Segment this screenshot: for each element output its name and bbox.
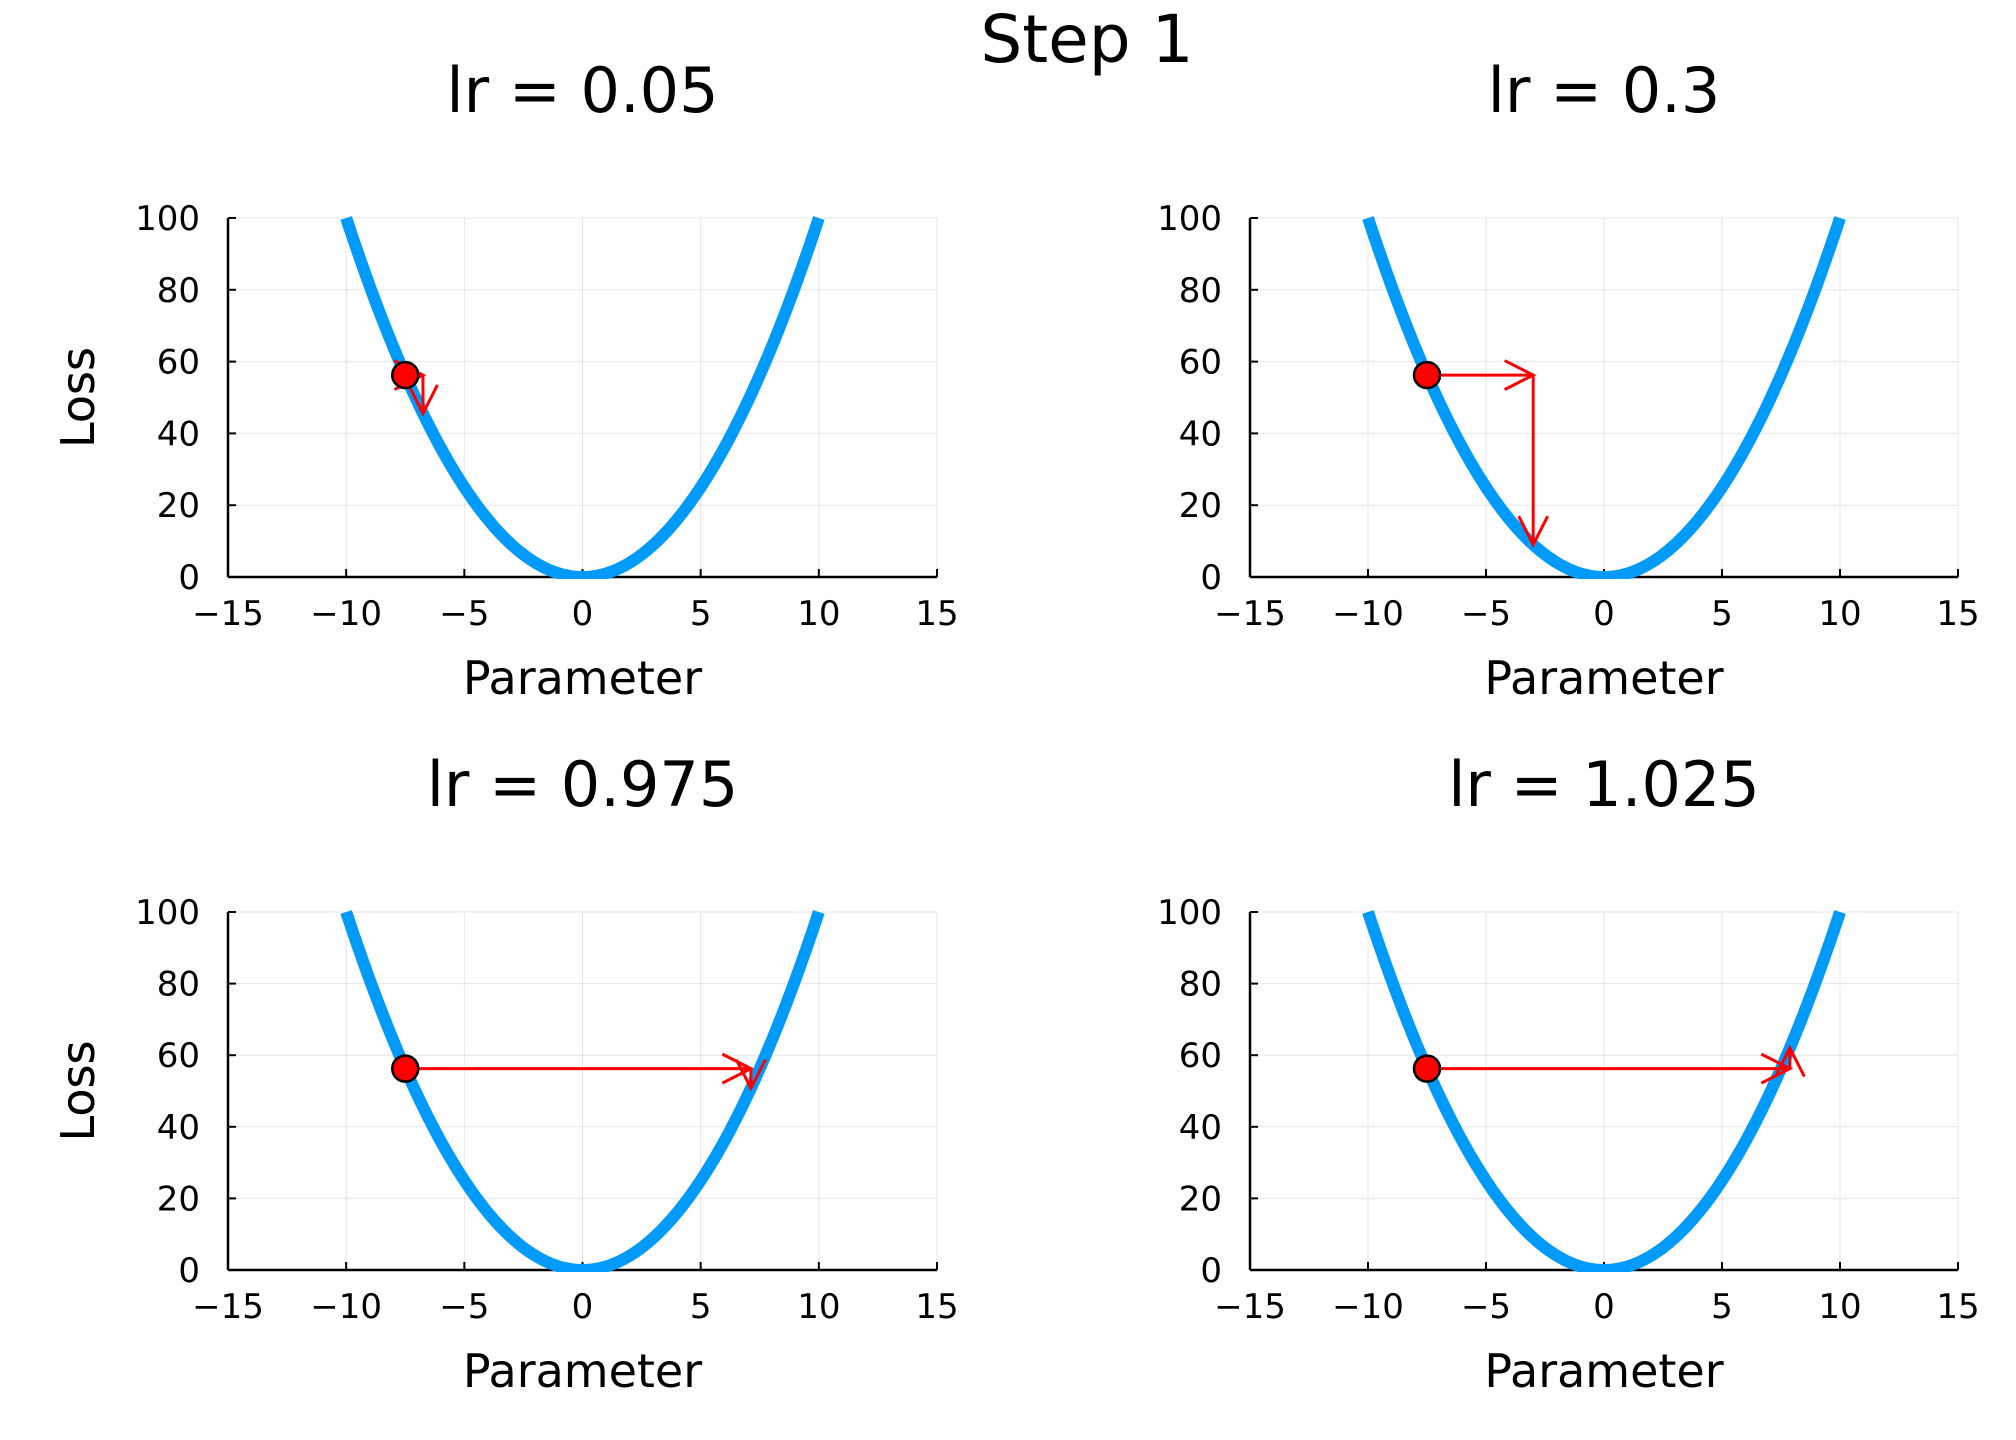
y-tick-label: 80 [1179, 965, 1222, 1005]
subplot-4: lr = 1.025−15 −10 −5 0 5 10 15020406080100Para… [51, 748, 1980, 1398]
y-tick-label: 40 [1179, 1108, 1222, 1148]
loss-curve [1362, 216, 1846, 579]
subplot-2: lr = 0.3−15 −10 −5 0 5 10 15020406080100Parame… [51, 54, 1980, 705]
x-tick-label: −10 [1332, 594, 1404, 634]
subplot-title: lr = 0.05 [446, 54, 718, 127]
x-tick-label: −10 [310, 594, 382, 634]
y-axis-label: Loss [51, 347, 105, 448]
x-tick-label: 10 [797, 594, 840, 634]
x-tick-label: −15 [1214, 1287, 1286, 1327]
y-tick-label: 0 [1200, 558, 1222, 598]
y-tick-label: 40 [157, 1108, 200, 1148]
x-tick-label: −15 [1214, 594, 1286, 634]
y-tick-label: 100 [135, 199, 200, 239]
x-tick-label: −15 [192, 1287, 264, 1327]
x-tick-label: 15 [1936, 594, 1979, 634]
x-tick-label: 15 [1936, 1287, 1979, 1327]
arrowhead [1774, 1044, 1806, 1078]
x-tick-label: 5 [1711, 594, 1733, 634]
x-tick-label: 0 [572, 1287, 594, 1327]
x-tick-label: 10 [1818, 1287, 1861, 1327]
x-tick-label: −10 [1332, 1287, 1404, 1327]
x-tick-label: 0 [1593, 1287, 1615, 1327]
y-tick-label: 0 [178, 558, 200, 598]
y-tick-label: 80 [157, 271, 200, 311]
x-tick-label: −5 [1461, 594, 1511, 634]
parameter-point [1412, 360, 1442, 390]
x-axis-label: Parameter [463, 651, 702, 705]
y-tick-label: 60 [157, 343, 200, 383]
y-tick-label: 60 [1179, 1036, 1222, 1076]
arrowhead [1517, 515, 1550, 549]
subplot-title: lr = 0.975 [427, 748, 739, 821]
figure-title: Step 1 [980, 1, 1193, 78]
loss-curve [1362, 910, 1846, 1272]
y-tick-label: 20 [1179, 486, 1222, 526]
y-tick-label: 40 [1179, 414, 1222, 454]
y-tick-label: 0 [1200, 1251, 1222, 1291]
y-tick-label: 100 [1157, 199, 1222, 239]
x-tick-label: 0 [1593, 594, 1615, 634]
y-tick-label: 60 [157, 1036, 200, 1076]
x-axis-label: Parameter [1484, 1344, 1723, 1398]
y-tick-label: 60 [1179, 343, 1222, 383]
arrowhead [735, 1059, 767, 1092]
subplot-title: lr = 1.025 [1448, 748, 1760, 821]
x-tick-label: 5 [1711, 1287, 1733, 1327]
x-tick-label: 5 [690, 594, 712, 634]
parameter-point [391, 1054, 420, 1083]
y-tick-label: 100 [135, 893, 200, 933]
subplot-title: lr = 0.3 [1488, 54, 1721, 127]
x-tick-label: −5 [1461, 1287, 1511, 1327]
x-tick-label: 15 [915, 1287, 958, 1327]
x-tick-label: 0 [572, 594, 594, 634]
y-axis-label: Loss [51, 1041, 105, 1142]
x-tick-label: 10 [797, 1287, 840, 1327]
arrowhead [407, 384, 439, 417]
loss-curve [340, 216, 825, 579]
subplot-1: lr = 0.05 −15 −10 −5 0 5 10 15 0 20 40 60 80 100 Param… [51, 54, 959, 705]
y-axis-label: Loss [51, 1041, 105, 1142]
x-tick-label: 10 [1818, 594, 1861, 634]
x-axis-label: Parameter [463, 1344, 702, 1398]
x-tick-label: −5 [439, 594, 489, 634]
y-tick-label: 20 [157, 1179, 200, 1219]
y-tick-label: 40 [157, 414, 200, 454]
y-axis-label: Loss [51, 347, 105, 448]
parameter-point [391, 360, 420, 390]
y-tick-label: 20 [1179, 1179, 1222, 1219]
y-tick-label: 100 [1157, 893, 1222, 933]
parameter-point [1412, 1054, 1442, 1083]
subplot-grid: lr = 0.05−15 −10 −5 0 5 10 15020406080100Param… [51, 54, 1980, 1398]
y-tick-label: 80 [1179, 271, 1222, 311]
x-tick-label: 5 [690, 1287, 712, 1327]
x-tick-label: −15 [192, 594, 264, 634]
x-tick-label: 15 [915, 594, 958, 634]
y-tick-label: 80 [157, 965, 200, 1005]
subplot-3: lr = 0.975 −15 −10 −5 0 5 10 15 0 20 40 60 80 100 Para… [51, 748, 959, 1398]
y-tick-label: 20 [157, 486, 200, 526]
x-axis-label: Parameter [1484, 651, 1723, 705]
y-tick-label: 0 [178, 1251, 200, 1291]
loss-curve [340, 910, 825, 1272]
x-tick-label: −10 [310, 1287, 382, 1327]
x-tick-label: −5 [439, 1287, 489, 1327]
